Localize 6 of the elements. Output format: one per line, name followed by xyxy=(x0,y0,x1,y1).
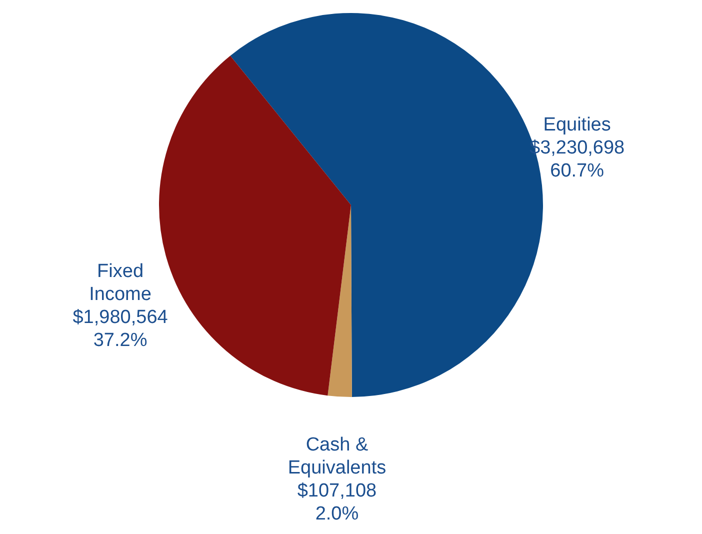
slice-label: Fixed Income xyxy=(89,261,152,306)
data-label: $107,108 2.0% xyxy=(297,480,377,525)
data-label: $1,980,564 37.2% xyxy=(72,307,168,352)
pie-slice xyxy=(328,205,352,397)
slice-label: Equities xyxy=(543,114,611,136)
slice-label: Cash & Equivalents xyxy=(288,434,386,479)
